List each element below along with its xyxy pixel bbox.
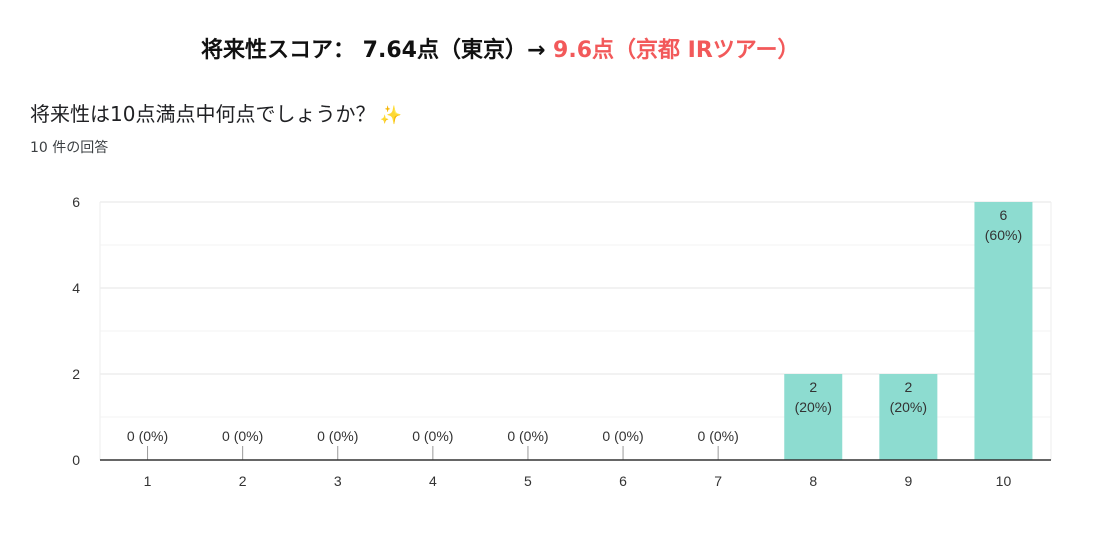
bar-percent-label: (20%) — [795, 399, 832, 415]
x-tick-label: 7 — [714, 473, 722, 489]
x-tick-label: 9 — [904, 473, 912, 489]
sparkle-star-icon: ✨ — [379, 105, 402, 126]
x-tick-label: 5 — [524, 473, 532, 489]
y-tick-label: 6 — [72, 194, 80, 210]
page-header: 将来性スコア： 7.64点（東京）→ 9.6点（京都 IRツアー） — [0, 32, 1114, 64]
y-tick-label: 0 — [72, 452, 80, 468]
bar — [879, 374, 938, 460]
x-tick-label: 6 — [619, 473, 627, 489]
header-score-kyoto: 9.6点（京都 IRツアー） — [553, 38, 800, 63]
y-tick-label: 2 — [72, 366, 80, 382]
bar-data-label: 0 (0%) — [317, 428, 358, 444]
bar-data-label: 0 (0%) — [222, 428, 263, 444]
x-tick-label: 10 — [996, 473, 1012, 489]
bar — [974, 202, 1033, 460]
bar-data-label: 0 (0%) — [698, 428, 739, 444]
bar-data-label: 0 (0%) — [507, 428, 548, 444]
bar-value-label: 6 — [1000, 207, 1008, 223]
bar-percent-label: (60%) — [985, 227, 1022, 243]
x-tick-label: 8 — [809, 473, 817, 489]
header-score-tokyo: 将来性スコア： 7.64点（東京）→ — [201, 38, 554, 63]
x-tick-label: 2 — [239, 473, 247, 489]
bar-data-label: 0 (0%) — [602, 428, 643, 444]
bar-data-label: 0 (0%) — [127, 428, 168, 444]
x-tick-label: 3 — [334, 473, 342, 489]
question-title: 将来性は10点満点中何点でしょうか？ — [30, 102, 376, 126]
response-count: 10 件の回答 — [30, 140, 109, 156]
y-tick-label: 4 — [72, 280, 80, 296]
x-tick-label: 1 — [144, 473, 152, 489]
bar-value-label: 2 — [809, 379, 817, 395]
bar — [784, 374, 843, 460]
bar-percent-label: (20%) — [890, 399, 927, 415]
question-title-row: 将来性は10点満点中何点でしょうか？ ✨ — [30, 98, 402, 127]
x-tick-label: 4 — [429, 473, 437, 489]
bar-value-label: 2 — [904, 379, 912, 395]
bar-data-label: 0 (0%) — [412, 428, 453, 444]
